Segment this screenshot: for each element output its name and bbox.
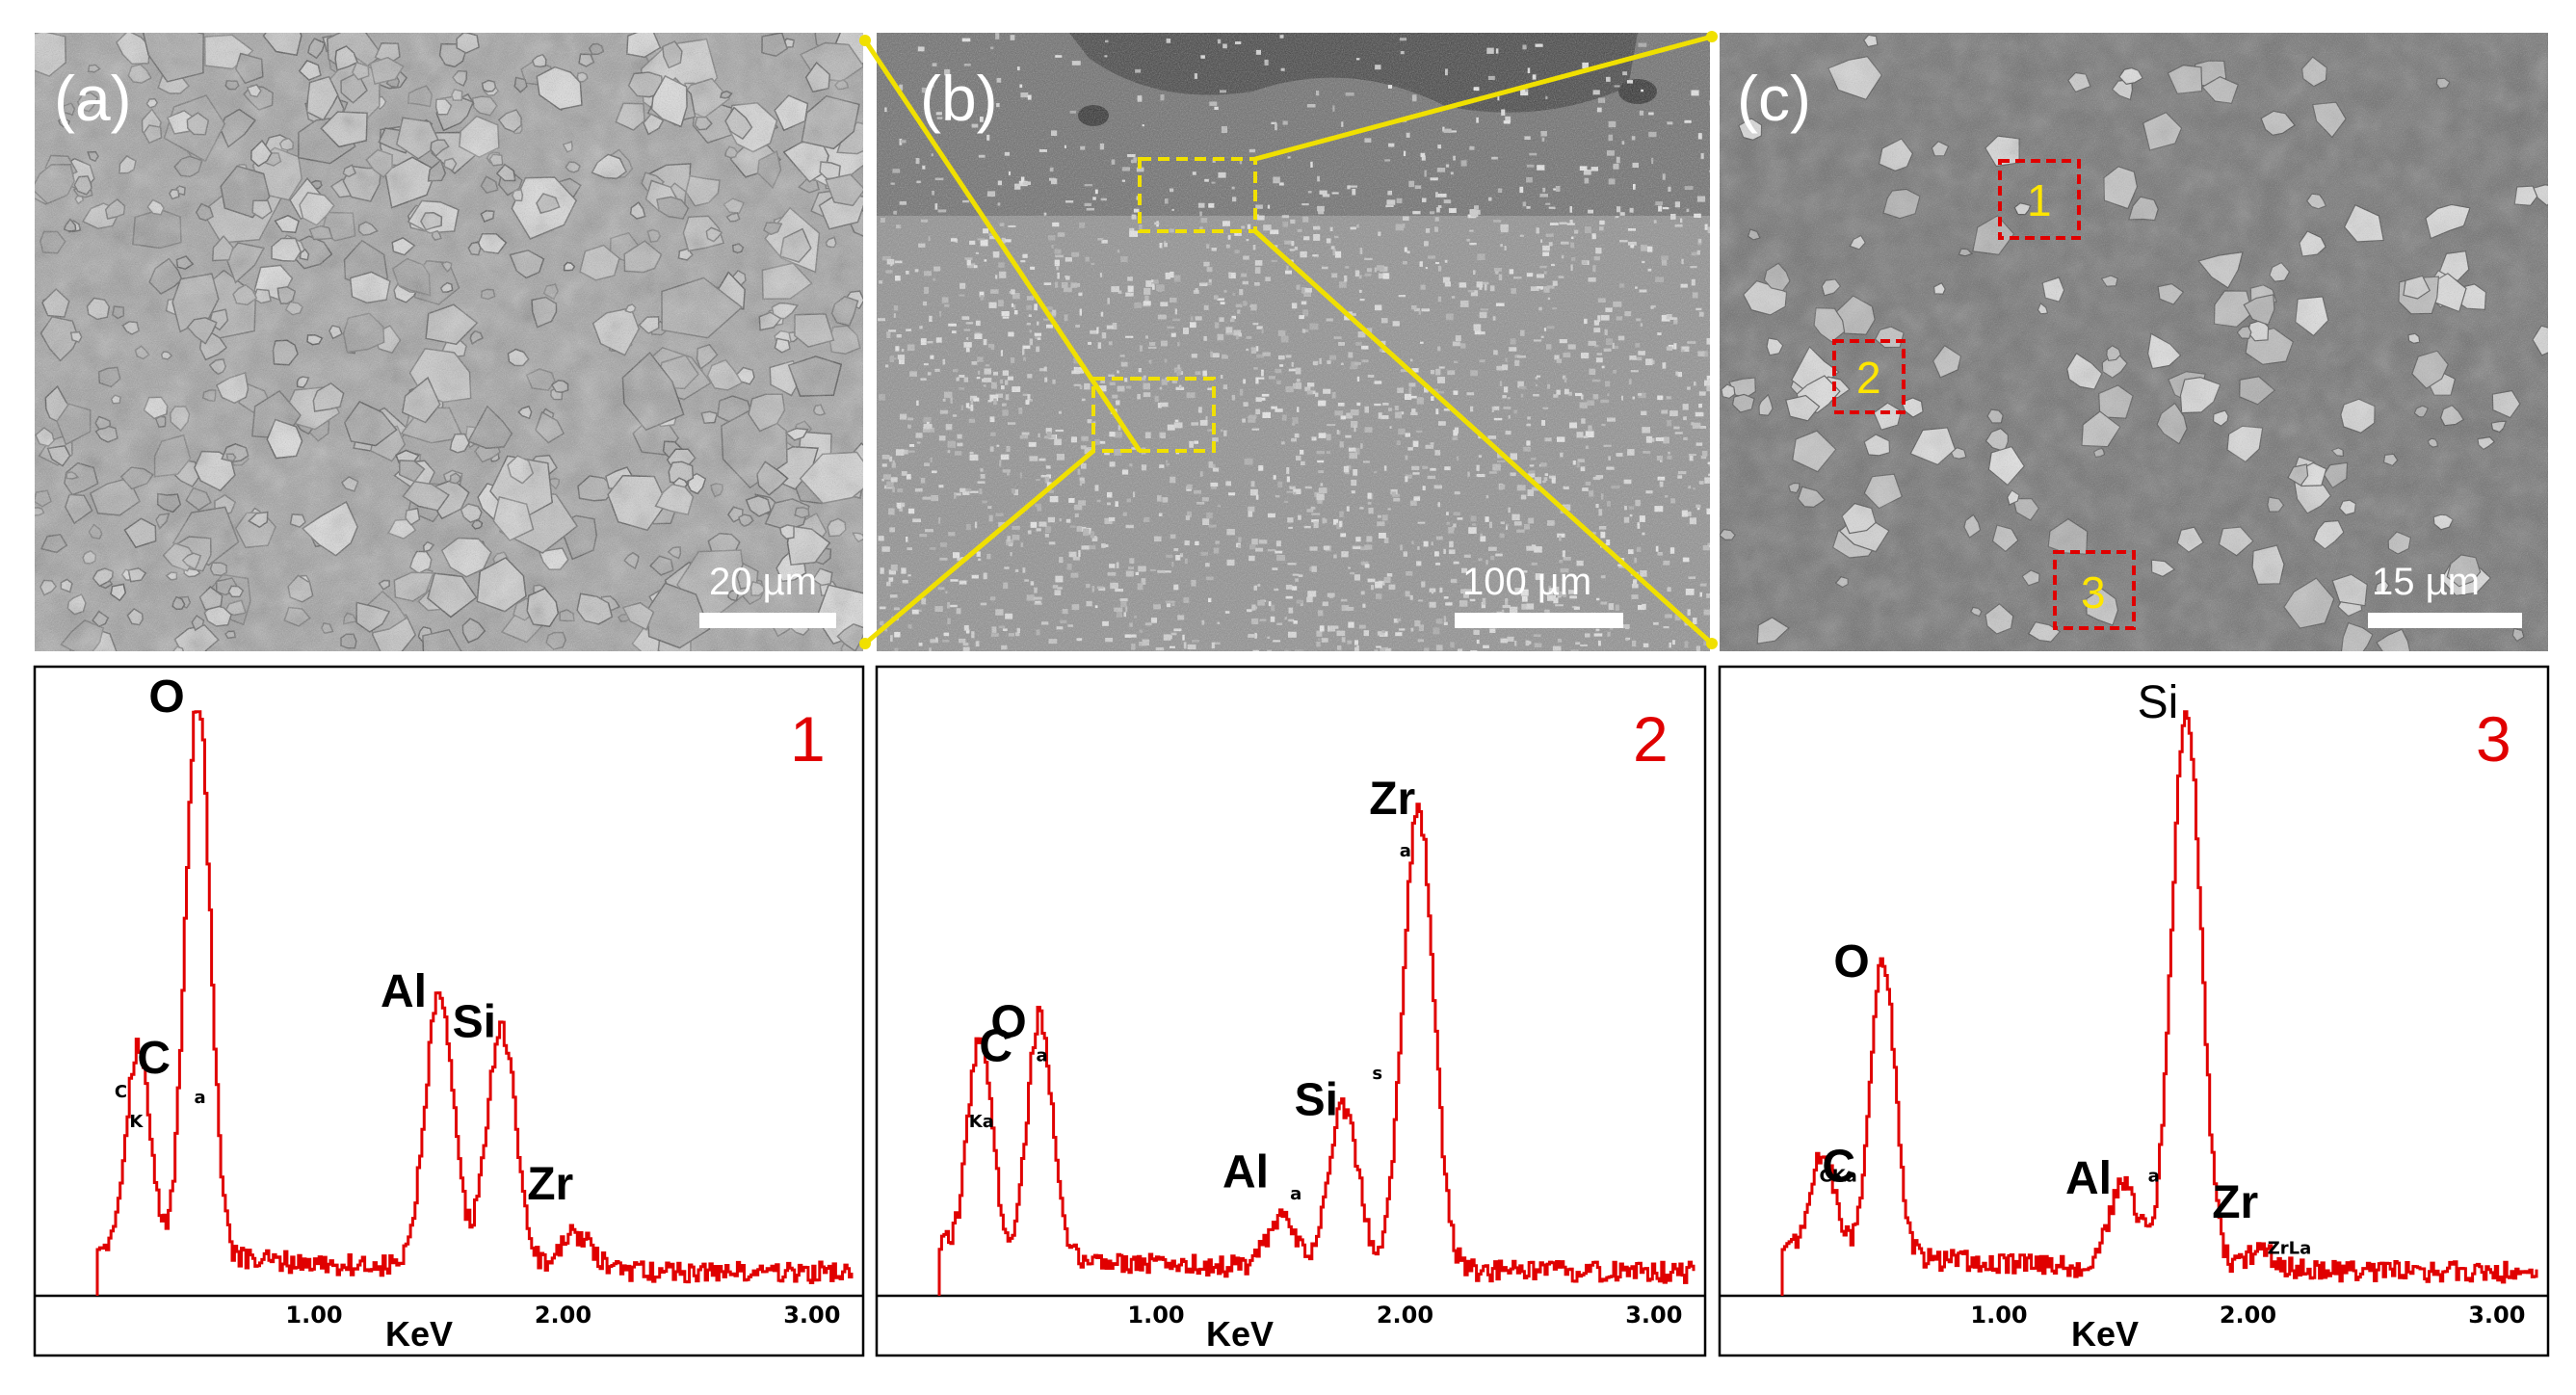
micrograph-c: (c) 15 µm 1 2 3 [1720, 33, 2548, 651]
eds-spectrum-2: 2 KeV 1.00 2.00 3.00 CO Al Si Zr Ka a a s a [875, 665, 1707, 1357]
spectrum-2-tick-label: 2.00 [1377, 1302, 1433, 1329]
zoom-line-a-top [862, 39, 1143, 453]
spectrum-3-line-tag: ZrLa [2268, 1238, 2312, 1258]
spectrum-2-peak-Si: Si [1295, 1075, 1338, 1126]
spectrum-1-peak-Si: Si [453, 996, 496, 1047]
spectrum-2-frame [875, 665, 1707, 1357]
spectrum-1-tick-label: 2.00 [535, 1302, 591, 1329]
micrograph-a-label: (a) [54, 63, 132, 134]
region-box-3: 3 [2053, 550, 2136, 630]
micrograph-a-scale-bar [699, 613, 836, 628]
spectrum-3-tick-label: 1.00 [1970, 1302, 2027, 1329]
spectrum-2-line-tag: a [1290, 1184, 1301, 1204]
svg-text:3: 3 [2081, 567, 2106, 618]
spectrum-2-xlabel: KeV [1206, 1314, 1274, 1354]
spectrum-1-trace [95, 710, 854, 1296]
spectrum-3-peak-O: O [1833, 936, 1869, 987]
spectrum-1-frame [33, 665, 865, 1357]
spectrum-3-xlabel: KeV [2071, 1314, 2139, 1354]
spectrum-1-peak-Al: Al [381, 966, 427, 1017]
zoom-line-a-bottom [863, 449, 1095, 645]
spectrum-3-peak-Si: Si [2138, 677, 2179, 728]
spectrum-1-line-tag: C [115, 1082, 127, 1102]
micrograph-b-scale-bar [1455, 613, 1623, 628]
spectrum-3-peak-Zr: Zr [2212, 1177, 2258, 1228]
zoom-line-c-top [1254, 34, 1713, 162]
zoom-line-c-bottom [1253, 229, 1714, 645]
spectrum-1-xlabel: KeV [385, 1314, 453, 1354]
spectrum-1-peak-Zr: Zr [527, 1159, 573, 1210]
micrograph-c-scale-bar [2368, 613, 2522, 628]
region-box-2: 2 [1832, 339, 1906, 414]
micrograph-b: (b) 100 µm [877, 33, 1710, 651]
spectrum-2-line-tag: a [1400, 841, 1411, 861]
spectrum-2-peak-Zr: Zr [1369, 774, 1415, 825]
spectrum-2-peak-Al: Al [1222, 1147, 1269, 1198]
micrograph-c-scale-text: 15 µm [2372, 561, 2480, 603]
spectrum-2-line-tag: a [1037, 1045, 1048, 1066]
spectrum-3-trace [1780, 710, 2538, 1296]
micrograph-c-label: (c) [1737, 63, 1811, 134]
spectrum-1-number: 1 [790, 703, 826, 775]
spectrum-1-line-tag: a [195, 1088, 206, 1108]
micrograph-a: (a) 20 µm [35, 33, 863, 651]
spectrum-3-peak-Al: Al [2065, 1153, 2112, 1204]
svg-text:1: 1 [2027, 175, 2052, 225]
spectrum-1-tick-label: 3.00 [783, 1302, 840, 1329]
spectrum-2-tick-label: 1.00 [1127, 1302, 1184, 1329]
micrograph-b-label: (b) [920, 63, 998, 134]
spectrum-1-peak-C: C [137, 1033, 171, 1084]
spectrum-2-peak-C: C [979, 1020, 1012, 1071]
zoom-region-lower [1091, 377, 1216, 453]
micrograph-a-scale-text: 20 µm [709, 561, 817, 603]
region-box-1: 1 [1998, 159, 2081, 240]
zoom-connectors [859, 31, 1718, 649]
spectrum-2-line-tag: Ka [969, 1112, 994, 1132]
spectrum-2-peak-O: O [990, 996, 1026, 1047]
spectrum-2-number: 2 [1633, 703, 1669, 775]
spectrum-3-peak-C: C [1822, 1141, 1855, 1192]
spectrum-2-tick-label: 3.00 [1625, 1302, 1682, 1329]
spectrum-3-line-tag: CKa [1820, 1166, 1857, 1186]
spectrum-1-tick-label: 1.00 [285, 1302, 342, 1329]
spectrum-3-tick-label: 2.00 [2220, 1302, 2276, 1329]
micrograph-b-scale-text: 100 µm [1462, 561, 1591, 603]
spectrum-3-number: 3 [2476, 703, 2511, 775]
spectrum-2-trace [937, 803, 1695, 1296]
spectrum-1-line-tag: K [129, 1112, 144, 1132]
spectrum-3-line-tag: a [2148, 1166, 2160, 1186]
spectrum-3-tick-label: 3.00 [2468, 1302, 2525, 1329]
svg-text:2: 2 [1856, 353, 1881, 403]
spectrum-2-line-tag: s [1372, 1064, 1382, 1084]
spectrum-1-peak-O: O [148, 671, 184, 723]
eds-spectrum-3: 3 KeV 1.00 2.00 3.00 C O Al Si Zr CKa a ZrLa [1718, 665, 2550, 1357]
zoom-region-upper [1138, 157, 1257, 233]
spectrum-3-frame [1718, 665, 2550, 1357]
